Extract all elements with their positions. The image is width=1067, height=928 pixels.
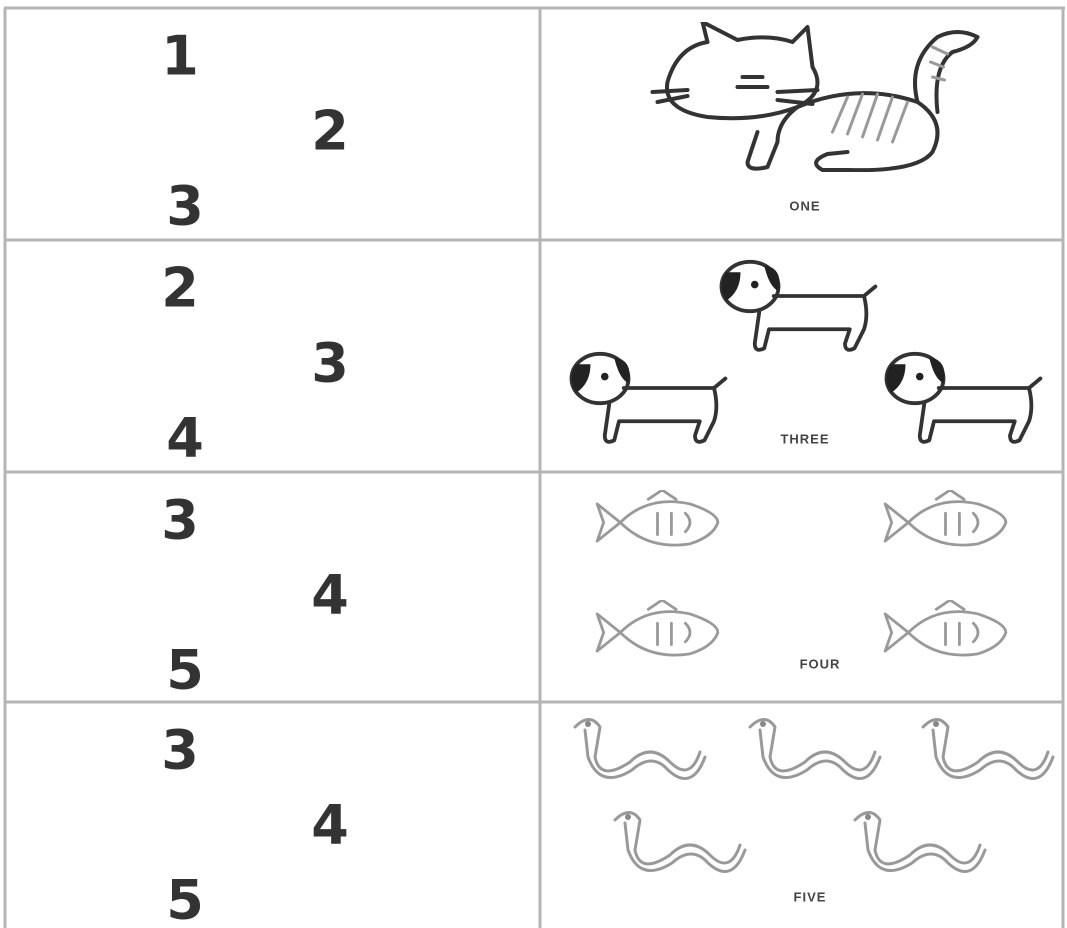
table-grid (3, 6, 1065, 928)
snake-picture (921, 718, 1055, 780)
fish-picture (595, 490, 720, 547)
number: 3 (166, 175, 204, 238)
cat-picture (653, 22, 978, 170)
number: 5 (166, 869, 204, 928)
fish-picture (883, 490, 1008, 547)
number-word: FOUR (800, 656, 841, 671)
number-word: THREE (780, 431, 829, 446)
snake-picture (748, 718, 882, 780)
pictures (572, 22, 1055, 873)
number: 4 (311, 564, 349, 627)
number: 4 (311, 794, 349, 857)
fish-picture (883, 600, 1008, 657)
number: 2 (311, 100, 349, 163)
number: 4 (166, 407, 204, 470)
dog-picture (722, 262, 876, 350)
number: 5 (166, 639, 204, 702)
number: 3 (161, 489, 199, 552)
number-word: FIVE (794, 889, 827, 904)
number: 2 (161, 257, 199, 320)
snake-picture (613, 811, 747, 873)
number: 3 (311, 332, 349, 395)
number-word: ONE (789, 198, 820, 213)
snake-picture (573, 718, 707, 780)
number: 1 (161, 25, 199, 88)
fish-picture (595, 600, 720, 657)
dog-picture (572, 354, 726, 442)
snake-picture (853, 811, 987, 873)
dog-picture (887, 354, 1041, 442)
number: 3 (161, 719, 199, 782)
